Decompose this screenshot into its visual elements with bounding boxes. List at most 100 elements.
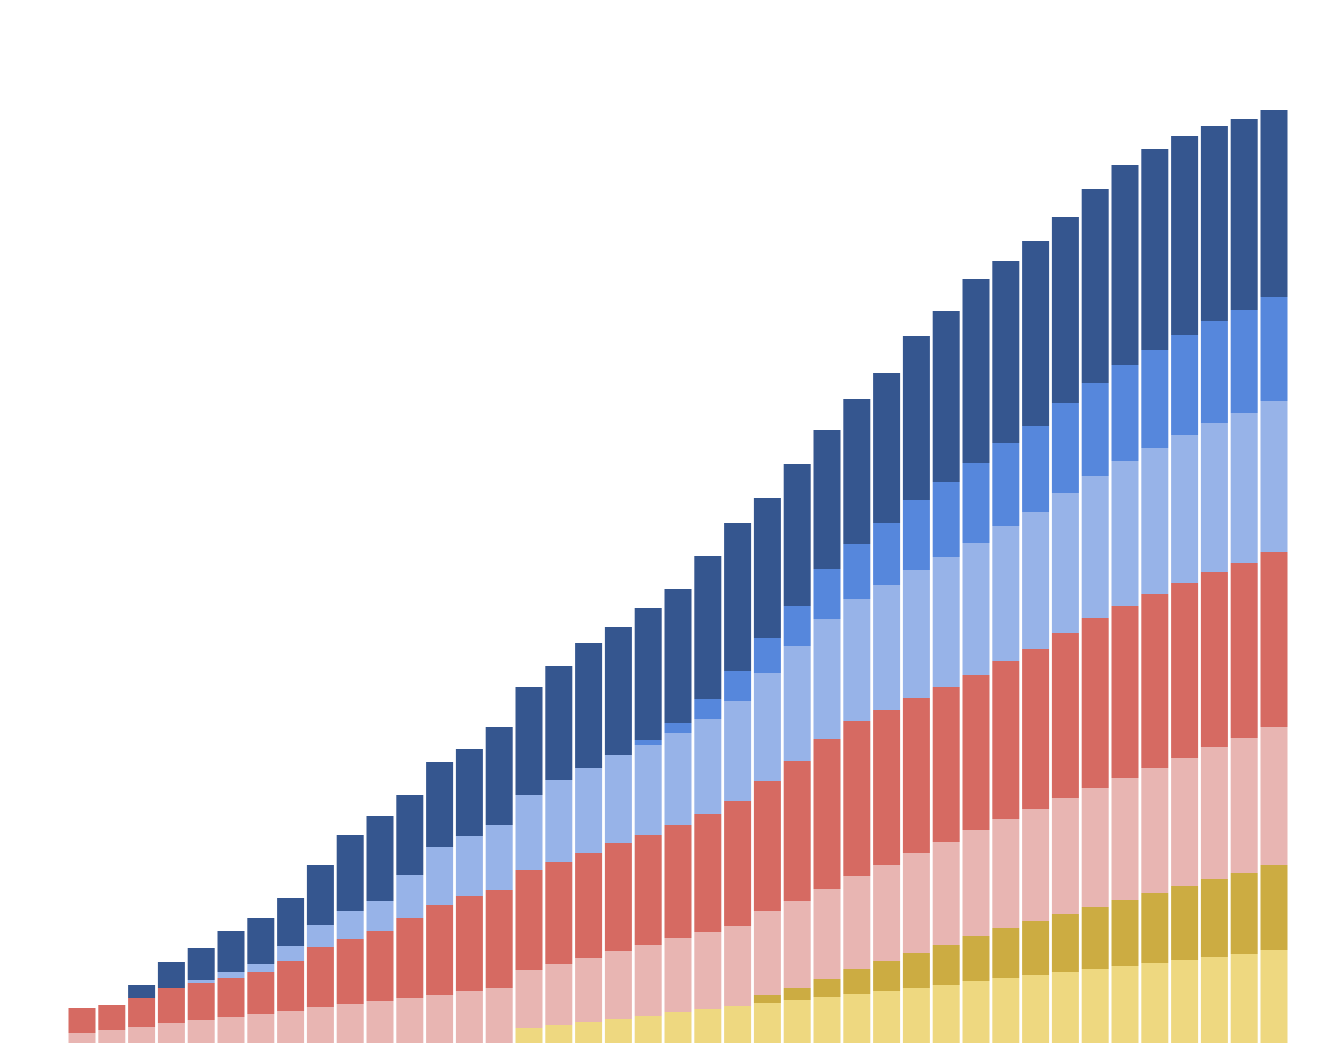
bar-segment <box>932 482 960 557</box>
bar-segment <box>1260 110 1288 297</box>
bar-segment <box>783 606 811 646</box>
bar-segment <box>1200 423 1228 572</box>
bar-segment <box>634 745 662 835</box>
bar-segment <box>1171 886 1199 960</box>
bar-segment <box>1141 350 1169 448</box>
bar-segment <box>157 1023 185 1043</box>
bar-segment <box>306 865 334 925</box>
bar-segment <box>694 932 722 1009</box>
bar-segment <box>992 661 1020 819</box>
bar-segment <box>664 825 692 938</box>
bar-segment <box>873 373 901 523</box>
bar-segment <box>575 643 603 768</box>
bar-segment <box>753 911 781 995</box>
bar-segment <box>366 931 394 1001</box>
bar-segment <box>932 557 960 687</box>
bar-segment <box>1051 798 1079 914</box>
bar-segment <box>247 964 275 972</box>
bar-segment <box>1022 975 1050 1043</box>
bar-segment <box>1200 957 1228 1043</box>
bar-segment <box>128 1027 156 1043</box>
bar-segment <box>932 945 960 985</box>
bar-segment <box>873 865 901 961</box>
bar-segment <box>813 979 841 997</box>
bar-segment <box>396 875 424 918</box>
bar-segment <box>992 928 1020 978</box>
bar-segment <box>1051 972 1079 1043</box>
bar-segment <box>1022 809 1050 921</box>
bar-segment <box>1051 403 1079 493</box>
bar-segment <box>753 673 781 781</box>
bar-segment <box>1171 335 1199 435</box>
bar-segment <box>128 998 156 1027</box>
bar-segment <box>306 1007 334 1043</box>
bar-segment <box>1051 493 1079 633</box>
bar-segment <box>694 556 722 699</box>
bar-segment <box>694 1009 722 1043</box>
bar-segment <box>783 761 811 901</box>
bar-segment <box>455 991 483 1043</box>
bar-segment <box>575 768 603 853</box>
bar-segment <box>604 627 632 755</box>
bar-segment <box>1141 963 1169 1043</box>
bar-segment <box>396 795 424 875</box>
bar-segment <box>545 862 573 964</box>
bar-segment <box>98 1030 126 1043</box>
bar-segment <box>1260 727 1288 865</box>
bar-segment <box>485 890 513 988</box>
bar-segment <box>813 997 841 1043</box>
bar-segment <box>604 755 632 843</box>
bar-segment <box>724 671 752 701</box>
bar-segment <box>753 1003 781 1043</box>
bar-segment <box>634 608 662 740</box>
bar-segment <box>187 1020 215 1043</box>
bar-segment <box>813 569 841 619</box>
bar-segment <box>1230 738 1258 873</box>
bar-segment <box>1171 136 1199 335</box>
bar-segment <box>753 638 781 673</box>
bar-segment <box>604 951 632 1019</box>
bar-segment <box>485 825 513 890</box>
bar-segment <box>664 1012 692 1043</box>
bar-segment <box>694 699 722 719</box>
bar-segment <box>783 646 811 761</box>
bar-segment <box>992 526 1020 661</box>
bar-segment <box>485 727 513 825</box>
bar-segment <box>843 721 871 876</box>
bar-segment <box>217 1017 245 1043</box>
bar-segment <box>1022 921 1050 975</box>
bar-segment <box>1111 966 1139 1043</box>
bar-segment <box>1230 413 1258 563</box>
bar-segment <box>1200 572 1228 747</box>
bar-segment <box>962 830 990 936</box>
bar-segment <box>157 962 185 988</box>
bar-segment <box>813 619 841 739</box>
bar-segment <box>1111 606 1139 778</box>
bar-segment <box>1111 900 1139 966</box>
bar-segment <box>187 948 215 980</box>
bar-segment <box>396 998 424 1043</box>
bar-segment <box>336 911 364 939</box>
bar-segment <box>455 749 483 836</box>
bar-segment <box>1111 778 1139 900</box>
bar-segment <box>157 988 185 1023</box>
bar-segment <box>366 901 394 931</box>
bar-segment <box>873 961 901 991</box>
bar-segment <box>515 1028 543 1043</box>
bar-segment <box>634 740 662 745</box>
bar-segment <box>575 853 603 958</box>
bar-segment <box>962 279 990 463</box>
bar-segment <box>1081 618 1109 788</box>
bar-segment <box>1230 873 1258 954</box>
bar-segment <box>575 1022 603 1043</box>
bar-segment <box>306 925 334 947</box>
bar-segment <box>1171 435 1199 583</box>
bar-segment <box>992 978 1020 1043</box>
bar-segment <box>187 980 215 983</box>
bar-segment <box>753 781 781 911</box>
bar-segment <box>1022 649 1050 809</box>
bar-segment <box>932 842 960 945</box>
bar-segment <box>455 896 483 991</box>
bar-segment <box>694 814 722 932</box>
